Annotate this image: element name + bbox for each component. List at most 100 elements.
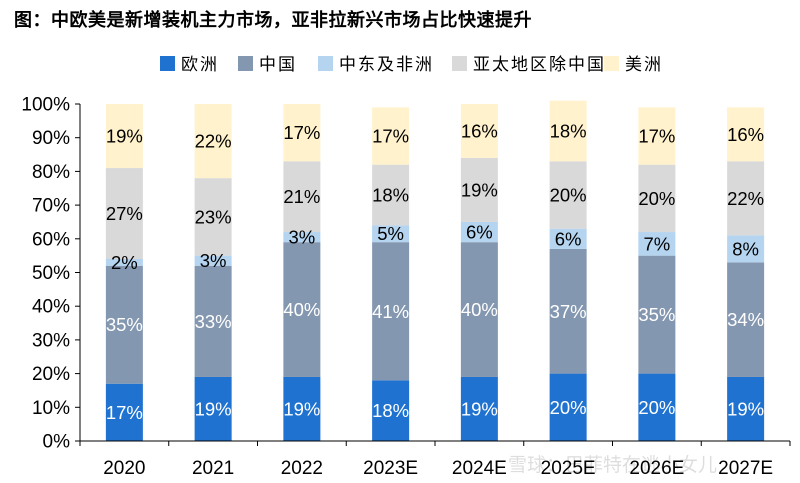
bar-segment-4 xyxy=(105,168,143,260)
bar-segment-3 xyxy=(194,255,232,266)
bar-segment-3 xyxy=(727,235,765,263)
bar-segment-1 xyxy=(727,376,765,441)
bar-segment-2 xyxy=(549,248,587,374)
bar-segment-4 xyxy=(283,161,321,233)
y-axis: 0% 10% 20% 30% 40% 50% 60% 70% 80% 90% 100% xyxy=(21,95,81,453)
data-label: 5% xyxy=(377,223,404,244)
bar-segment-3 xyxy=(549,228,587,249)
data-label: 2% xyxy=(111,252,138,273)
y-tick-label: 100% xyxy=(21,95,70,116)
bar-segment-1 xyxy=(638,373,676,441)
bar-segment-2 xyxy=(372,242,410,381)
bar-segment-3 xyxy=(283,232,321,243)
data-label: 22% xyxy=(727,188,764,209)
y-tick-label: 20% xyxy=(32,364,70,385)
x-tick-label: 2026E xyxy=(629,458,684,479)
bar-segment-4 xyxy=(727,161,765,236)
data-label: 8% xyxy=(732,238,759,259)
legend-label-1: 欧洲 xyxy=(181,55,219,75)
bars xyxy=(105,100,765,441)
data-label: 17% xyxy=(638,126,675,147)
legend-swatch-2 xyxy=(238,56,253,71)
data-label: 18% xyxy=(550,120,587,141)
data-label: 6% xyxy=(555,228,582,249)
data-label: 19% xyxy=(106,126,143,147)
data-label: 21% xyxy=(283,186,320,207)
y-tick-label: 70% xyxy=(32,196,70,217)
legend-label-5: 美洲 xyxy=(625,55,663,75)
bar-segment-5 xyxy=(549,100,587,162)
data-label: 16% xyxy=(461,120,498,141)
y-tick-label: 30% xyxy=(32,330,70,351)
data-label: 20% xyxy=(550,397,587,418)
bar-segment-4 xyxy=(460,157,498,222)
bar-segment-1 xyxy=(549,373,587,441)
bar-segment-3 xyxy=(372,225,410,243)
bar-segment-5 xyxy=(372,107,410,165)
data-label: 19% xyxy=(195,398,232,419)
x-tick-label: 2027E xyxy=(718,458,773,479)
data-label: 19% xyxy=(461,179,498,200)
bar-segment-4 xyxy=(372,164,410,226)
bar-segment-2 xyxy=(194,265,232,377)
x-tick-label: 2023E xyxy=(363,458,418,479)
bar-segment-4 xyxy=(549,161,587,229)
watermark: 雪球：巴菲特在逃小女儿 xyxy=(508,454,717,476)
y-tick-label: 90% xyxy=(32,128,70,149)
data-label: 40% xyxy=(461,299,498,320)
y-tick-label: 0% xyxy=(43,432,71,453)
bar-segment-4 xyxy=(638,164,676,233)
y-tick-label: 40% xyxy=(32,297,70,318)
data-label: 20% xyxy=(550,184,587,205)
data-label: 40% xyxy=(283,299,320,320)
x-tick-label: 2024E xyxy=(452,458,507,479)
data-label: 20% xyxy=(638,397,675,418)
data-label: 27% xyxy=(106,203,143,224)
bar-segment-2 xyxy=(105,265,143,384)
legend-label-2: 中国 xyxy=(259,55,297,75)
data-label: 35% xyxy=(638,304,675,325)
data-label: 22% xyxy=(195,131,232,152)
data-label: 3% xyxy=(200,250,227,271)
data-label: 35% xyxy=(106,314,143,335)
legend-swatch-1 xyxy=(160,56,175,71)
bar-segment-2 xyxy=(460,242,498,377)
data-label: 7% xyxy=(644,233,671,254)
legend-label-3: 中东及非洲 xyxy=(339,55,434,75)
x-tick-label: 2020 xyxy=(103,458,145,479)
bar-segment-5 xyxy=(283,104,321,162)
watermark-text: 雪球：巴菲特在逃小女儿 xyxy=(508,454,717,476)
x-axis: 2020 2021 2022 2023E 2024E 2025E 2026E 2027E xyxy=(79,440,791,479)
data-labels: 17% 35% 2% 27% 19% 19% 33% 3% 23% 22% 19% 40% 3% 21% 1… xyxy=(106,120,764,422)
data-label: 33% xyxy=(195,311,232,332)
data-label: 17% xyxy=(372,126,409,147)
bar-segment-1 xyxy=(105,383,143,441)
legend: 欧洲 中国 中东及非洲 亚太地区除中国 美洲 xyxy=(160,55,663,75)
data-label: 37% xyxy=(550,301,587,322)
bar-segment-5 xyxy=(194,104,232,179)
legend-swatch-5 xyxy=(604,56,619,71)
bar-segment-3 xyxy=(638,232,676,256)
x-tick-label: 2022 xyxy=(281,458,323,479)
y-tick-label: 50% xyxy=(32,263,70,284)
data-label: 23% xyxy=(195,206,232,227)
y-tick-label: 60% xyxy=(32,229,70,250)
bar-segment-1 xyxy=(194,376,232,441)
data-label: 19% xyxy=(727,398,764,419)
bar-segment-5 xyxy=(638,107,676,165)
bar-segment-3 xyxy=(460,221,498,243)
bar-segment-5 xyxy=(727,107,765,162)
bar-segment-3 xyxy=(105,259,143,266)
data-label: 3% xyxy=(289,227,316,248)
data-label: 17% xyxy=(283,122,320,143)
data-label: 41% xyxy=(372,301,409,322)
data-label: 34% xyxy=(727,309,764,330)
x-tick-label: 2021 xyxy=(192,458,234,479)
legend-label-4: 亚太地区除中国 xyxy=(473,55,606,75)
bar-segment-1 xyxy=(372,380,410,441)
data-label: 19% xyxy=(461,398,498,419)
bar-segment-2 xyxy=(283,242,321,377)
y-tick-label: 80% xyxy=(32,162,70,183)
